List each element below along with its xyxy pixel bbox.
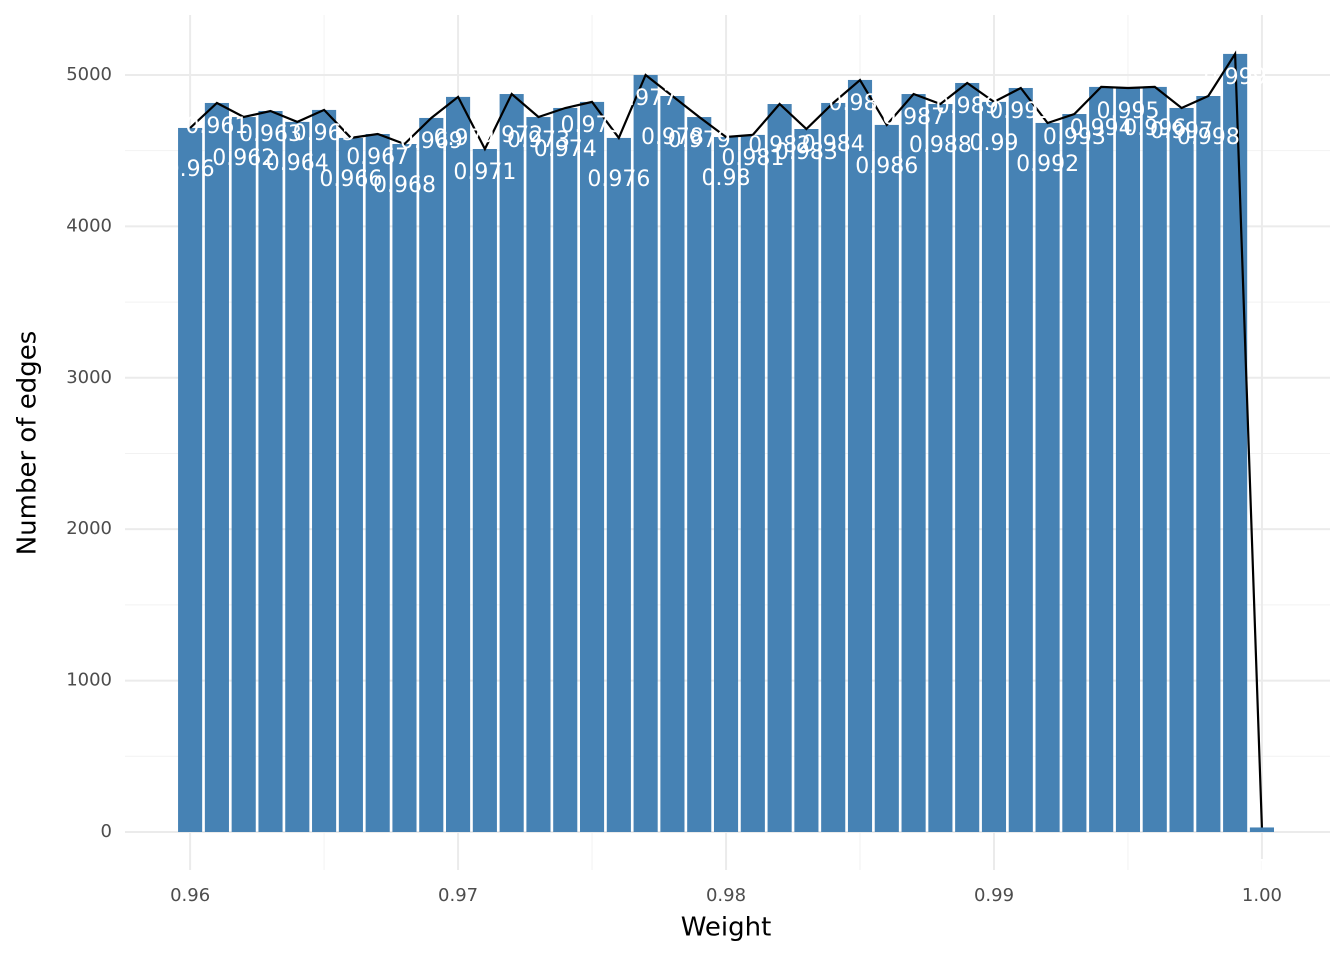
bar <box>338 137 363 832</box>
bar <box>1169 107 1194 832</box>
bar <box>178 127 203 832</box>
y-tick-label: 3000 <box>66 367 112 388</box>
x-axis-title: Weight <box>681 913 772 943</box>
y-tick-label: 5000 <box>66 64 112 85</box>
x-tick-label: 0.96 <box>170 885 210 906</box>
bar-label: 0.975 <box>561 113 624 138</box>
bar <box>767 104 792 832</box>
bar-label: 0.971 <box>453 160 516 185</box>
bar-label: 0.987 <box>882 105 945 130</box>
bar <box>633 74 658 832</box>
bar-label: 0.976 <box>587 167 650 192</box>
bar <box>1089 86 1114 832</box>
bar-label: 0.96 <box>166 157 215 182</box>
bar <box>204 102 229 832</box>
bar-label: 0.973 <box>507 128 570 153</box>
bar <box>472 148 497 832</box>
bar <box>901 94 926 832</box>
bar <box>579 101 605 832</box>
bar-label: 0.967 <box>346 145 409 170</box>
bar-label: 0.983 <box>775 140 838 165</box>
bar <box>928 104 953 832</box>
y-tick-label: 0 <box>101 821 112 842</box>
bar-label: 0.988 <box>909 133 972 158</box>
bar <box>1008 87 1033 832</box>
bar <box>1142 86 1167 832</box>
y-tick-label: 2000 <box>66 518 112 539</box>
bar-label: 0.969 <box>400 129 463 154</box>
bar <box>553 107 578 832</box>
bar-label: 0.98 <box>702 166 751 191</box>
bar-label: 0.979 <box>668 128 731 153</box>
bar-label: 0.962 <box>212 146 275 171</box>
bar <box>981 101 1007 832</box>
bar-label: 0.986 <box>855 154 918 179</box>
bar-label: 0.999 <box>1204 65 1267 90</box>
bar <box>874 124 899 832</box>
bar-label: 0.968 <box>373 173 436 198</box>
bar <box>1196 96 1221 832</box>
bar-label: 0.974 <box>534 137 597 162</box>
bar-label: 0.982 <box>748 133 811 158</box>
bar-label: 0.985 <box>829 91 892 116</box>
bar <box>499 94 524 832</box>
bar <box>740 134 765 832</box>
trend-line <box>189 50 1263 828</box>
bar-label: 0.97 <box>434 126 483 151</box>
x-tick-label: 0.98 <box>706 885 746 906</box>
bar-label: 0.972 <box>480 123 543 148</box>
bar <box>606 137 631 832</box>
bar <box>1115 87 1141 832</box>
bar-label: 0.99 <box>969 131 1018 156</box>
bar <box>713 137 739 832</box>
bar-label: 0.966 <box>319 167 382 192</box>
bar <box>1223 53 1248 832</box>
bar <box>526 117 551 832</box>
x-tick-label: 1.00 <box>1242 885 1282 906</box>
bar-label: 0.984 <box>802 132 865 157</box>
y-tick-label: 4000 <box>66 215 112 236</box>
bar <box>365 134 390 832</box>
bar <box>446 96 471 832</box>
bar-label: 0.964 <box>266 151 329 176</box>
bar <box>847 79 873 832</box>
bar <box>955 82 980 832</box>
y-tick-label: 1000 <box>66 670 112 691</box>
bar <box>1035 122 1060 832</box>
bar-label: 0.997 <box>1150 119 1213 144</box>
bar <box>419 117 444 832</box>
bar-label: 0.978 <box>641 125 704 150</box>
bar <box>231 117 256 832</box>
bar-label: 0.963 <box>239 122 302 147</box>
bar-label: 0.989 <box>936 94 999 119</box>
x-tick-label: 0.97 <box>438 885 478 906</box>
bar-label: 0.994 <box>1070 116 1133 141</box>
bar-label: 1 <box>1255 856 1269 881</box>
bar <box>687 117 712 832</box>
bar <box>258 110 283 832</box>
bar-label: 0.961 <box>185 114 248 139</box>
bar <box>1249 827 1274 832</box>
bar-label: 0.993 <box>1043 125 1106 150</box>
bar-label: 0.965 <box>293 121 356 146</box>
bar-label: 0.981 <box>721 146 784 171</box>
bar <box>660 96 685 832</box>
bar <box>392 143 417 832</box>
bar-label: 0.977 <box>614 86 677 111</box>
bar <box>821 102 846 832</box>
bar <box>794 129 819 832</box>
bar <box>312 109 337 832</box>
bar <box>285 121 310 832</box>
x-tick-label: 0.99 <box>974 885 1014 906</box>
bar-label: 0.996 <box>1123 116 1186 141</box>
bar-label: 0.992 <box>1016 152 1079 177</box>
y-axis-title: Number of edges <box>13 331 43 556</box>
bar-label: 0.991 <box>989 99 1052 124</box>
bar <box>1062 114 1087 832</box>
bar-label: 0.998 <box>1177 125 1240 150</box>
bar-label: 0.995 <box>1096 99 1159 124</box>
